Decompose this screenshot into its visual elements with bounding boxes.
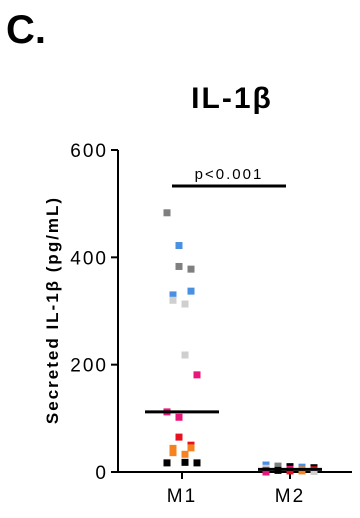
axes: 0 200 400 600 M1 M2 — [70, 141, 352, 507]
y-tick-label: 600 — [70, 141, 108, 162]
y-tick-label: 0 — [95, 463, 108, 484]
data-point — [187, 444, 195, 452]
data-point — [286, 467, 294, 475]
x-tick-label: M2 — [275, 486, 305, 507]
data-point — [169, 291, 177, 299]
data-point — [175, 242, 183, 250]
data-point — [163, 209, 171, 217]
data-point — [169, 444, 177, 452]
data-point — [169, 449, 177, 457]
data-point — [187, 287, 195, 295]
data-point — [175, 433, 183, 441]
data-point — [298, 467, 306, 475]
data-points — [145, 209, 322, 476]
data-point — [163, 459, 171, 467]
data-point — [181, 300, 189, 308]
chart-title: IL-1β — [191, 82, 273, 115]
data-point — [193, 459, 201, 467]
panel-label: C. — [6, 8, 46, 52]
annotations: p<0.001 — [172, 166, 286, 188]
y-axis-label: Secreted IL-1β (pg/mL) — [43, 196, 62, 424]
data-point — [262, 468, 270, 476]
data-point — [181, 351, 189, 359]
y-tick-label: 400 — [70, 248, 108, 269]
data-point — [175, 262, 183, 270]
data-point — [169, 296, 177, 304]
y-tick-label: 200 — [70, 356, 108, 377]
data-point — [310, 467, 318, 475]
data-point — [175, 413, 183, 421]
x-tick-label: M1 — [167, 486, 197, 507]
data-point — [181, 450, 189, 458]
significance-label: p<0.001 — [195, 166, 264, 183]
data-point — [187, 265, 195, 273]
data-point — [193, 371, 201, 379]
data-point — [181, 458, 189, 466]
